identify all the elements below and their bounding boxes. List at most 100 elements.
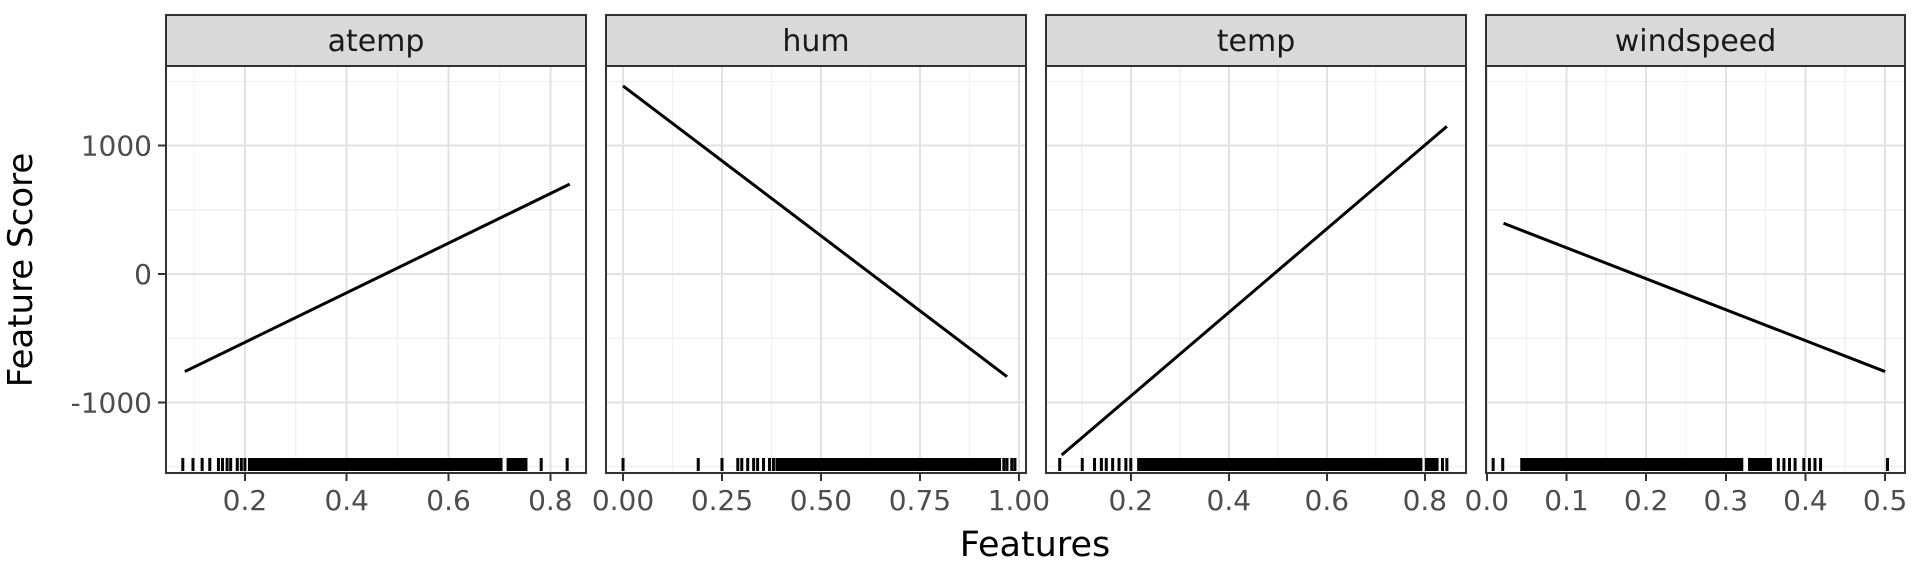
panel-background	[1046, 66, 1466, 473]
rug-mark	[239, 458, 243, 471]
x-tick-label: 0.6	[1305, 484, 1350, 517]
rug-mark	[762, 458, 766, 471]
rug-mark	[1491, 458, 1495, 471]
rug-mark	[229, 458, 233, 471]
feature-effect-line	[622, 84, 1008, 378]
x-tick-label: 0.1	[1544, 484, 1589, 517]
y-tick-label: 0	[134, 258, 152, 291]
x-tick-label: 0.2	[1624, 484, 1669, 517]
rug-mark	[221, 458, 225, 471]
rug-mark	[1002, 458, 1006, 471]
rug-mark	[696, 458, 700, 471]
panel-background	[606, 66, 1026, 473]
rug-mark	[1776, 458, 1780, 471]
x-tick-label: 0.0	[1465, 484, 1510, 517]
rug-mark	[720, 458, 724, 471]
rug-mark	[1005, 458, 1009, 471]
rug-mark	[1010, 458, 1014, 471]
rug-mark	[771, 458, 775, 471]
rug-mark	[1819, 458, 1823, 471]
y-tick-label: -1000	[71, 386, 152, 419]
rug-mark	[1787, 458, 1791, 471]
y-axis-title: Feature Score	[1, 153, 41, 388]
facet-strip-label: atemp	[328, 24, 425, 59]
rug-mark	[208, 458, 212, 471]
rug-mark	[243, 458, 247, 471]
x-tick-label: 0.75	[889, 484, 951, 517]
x-tick-label: 0.25	[691, 484, 753, 517]
rug-dense-band	[247, 458, 503, 471]
facet-strip	[165, 14, 587, 67]
facet-strip-label: temp	[1217, 24, 1296, 59]
rug-mark	[225, 458, 229, 471]
rug-mark	[1093, 458, 1097, 471]
facet-strip-label: hum	[782, 24, 849, 59]
facet-panel-hum: hum 0.00 0.25 0.50 0.75 1.00	[592, 14, 1050, 517]
rug-mark	[767, 458, 771, 471]
rug-mark	[752, 458, 756, 471]
x-tick-label: 1.00	[988, 484, 1050, 517]
rug-mark	[1440, 458, 1444, 471]
rug-mark	[1793, 458, 1797, 471]
rug-mark	[1058, 458, 1062, 471]
panel-background	[1486, 66, 1905, 473]
rug-mark	[1885, 458, 1889, 471]
facet-strip	[1485, 14, 1906, 67]
rug-mark	[736, 458, 740, 471]
rug-mark	[216, 458, 220, 471]
x-tick-label: 0.3	[1704, 484, 1749, 517]
rug-mark	[565, 458, 569, 471]
rug-mark	[740, 458, 744, 471]
rug-mark	[756, 458, 760, 471]
rug-dense-band	[1137, 458, 1423, 471]
rug-mark	[1445, 458, 1449, 471]
rug-mark	[1104, 458, 1108, 471]
x-tick-label: 0.2	[223, 484, 268, 517]
rug-dense-band	[506, 458, 528, 471]
rug-mark	[1080, 458, 1084, 471]
facet-strip	[1045, 14, 1467, 67]
rug-mark	[1501, 458, 1505, 471]
x-axis-title: Features	[960, 525, 1111, 565]
feature-effect-line	[184, 182, 571, 373]
rug-mark	[235, 458, 239, 471]
rug-mark	[539, 458, 543, 471]
facet-panel-windspeed: windspeed 0.0 0.1 0.2 0.3 0.4 0.5	[1465, 14, 1908, 517]
facet-strip	[605, 14, 1027, 67]
rug-mark	[1117, 458, 1121, 471]
feature-effect-line	[1060, 125, 1448, 457]
x-tick-label: 0.6	[426, 484, 471, 517]
rug-mark	[200, 458, 204, 471]
x-tick-label: 0.8	[1403, 484, 1448, 517]
rug-mark	[1813, 458, 1817, 471]
x-tick-label: 0.4	[1207, 484, 1252, 517]
x-tick-label: 0.8	[528, 484, 573, 517]
rug-mark	[1129, 458, 1133, 471]
panel-background	[166, 66, 586, 473]
facet-panel-atemp: atemp 0.2 0.4 0.6 0.8	[165, 14, 587, 517]
rug-dense-band	[1424, 458, 1439, 471]
x-tick-label: 0.00	[592, 484, 654, 517]
x-tick-label: 0.5	[1863, 484, 1908, 517]
y-tick-label: 1000	[81, 130, 152, 163]
rug-mark	[621, 458, 625, 471]
feature-effect-line	[1502, 221, 1886, 373]
rug-mark	[181, 458, 185, 471]
rug-dense-band	[1520, 458, 1744, 471]
rug-dense-band	[775, 458, 1002, 471]
rug-mark	[1124, 458, 1128, 471]
rug-mark	[1807, 458, 1811, 471]
rug-mark	[1802, 458, 1806, 471]
rug-mark	[191, 458, 195, 471]
x-tick-label: 0.50	[790, 484, 852, 517]
rug-dense-band	[1748, 458, 1772, 471]
rug-mark	[1782, 458, 1786, 471]
facet-panel-temp: temp 0.2 0.4 0.6 0.8	[1045, 14, 1467, 517]
rug-mark	[746, 458, 750, 471]
x-tick-label: 0.4	[324, 484, 369, 517]
rug-mark	[1099, 458, 1103, 471]
x-tick-label: 0.2	[1109, 484, 1154, 517]
